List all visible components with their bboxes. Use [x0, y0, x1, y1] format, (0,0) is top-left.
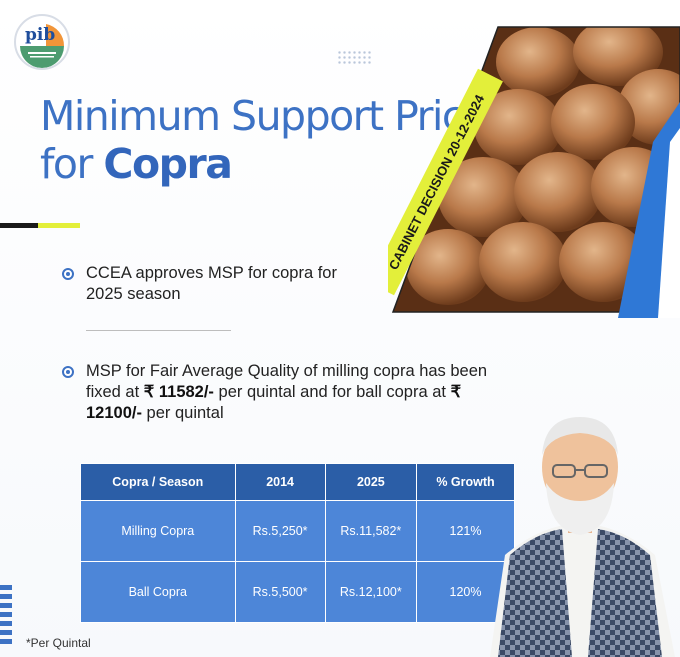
table-cell: 121%	[416, 500, 515, 562]
copra-photo: CABINET DECISION 20-12-2024	[388, 26, 680, 318]
msp-table: Copra / Season 2014 2025 % Growth Millin…	[80, 463, 515, 623]
bullet-2-part2: per quintal and for ball copra at	[213, 383, 451, 401]
bullet-2-part3: per quintal	[141, 404, 224, 422]
table-cell: Rs.11,582*	[324, 500, 418, 562]
accent-rule-dark	[0, 223, 38, 228]
bullet-text-1: CCEA approves MSP for copra for 2025 sea…	[86, 264, 337, 303]
table-row: Milling Copra Rs.5,250* Rs.11,582* 121%	[80, 500, 515, 562]
table-header: Copra / Season	[80, 463, 236, 501]
person-photo	[490, 417, 675, 657]
footnote: *Per Quintal	[26, 636, 91, 650]
dot-pattern	[337, 50, 373, 64]
bullet-icon	[62, 268, 74, 280]
ball-msp-value: ₹ 12100/-	[86, 383, 462, 422]
table-header: 2025	[324, 463, 418, 501]
bullet-text-2: MSP for Fair Average Quality of milling …	[86, 361, 506, 424]
table-header: % Growth	[416, 463, 515, 501]
logo-text: pib	[25, 25, 56, 45]
table-cell: Rs.5,500*	[234, 561, 326, 623]
table-header: 2014	[234, 463, 326, 501]
milling-msp-value: ₹ 11582/-	[143, 383, 214, 401]
title-bold: Copra	[103, 140, 233, 188]
pib-logo: pib	[14, 14, 70, 70]
table-row: Ball Copra Rs.5,500* Rs.12,100* 120%	[80, 561, 515, 623]
accent-rule-yellow	[38, 223, 80, 228]
title-prefix: for	[40, 140, 93, 188]
divider	[86, 330, 231, 331]
table-cell: Milling Copra	[80, 500, 236, 562]
bullet-icon	[62, 366, 74, 378]
page-title-line2: for Copra	[40, 140, 233, 188]
table-header-row: Copra / Season 2014 2025 % Growth	[80, 463, 515, 501]
stripe-decoration	[0, 585, 12, 648]
table-cell: Rs.5,250*	[234, 500, 326, 562]
table-cell: Ball Copra	[80, 561, 236, 623]
page-title-line1: Minimum Support Price	[40, 92, 488, 140]
bullet-2-part1: MSP for Fair Average Quality of milling …	[86, 362, 488, 401]
table-cell: Rs.12,100*	[324, 561, 418, 623]
